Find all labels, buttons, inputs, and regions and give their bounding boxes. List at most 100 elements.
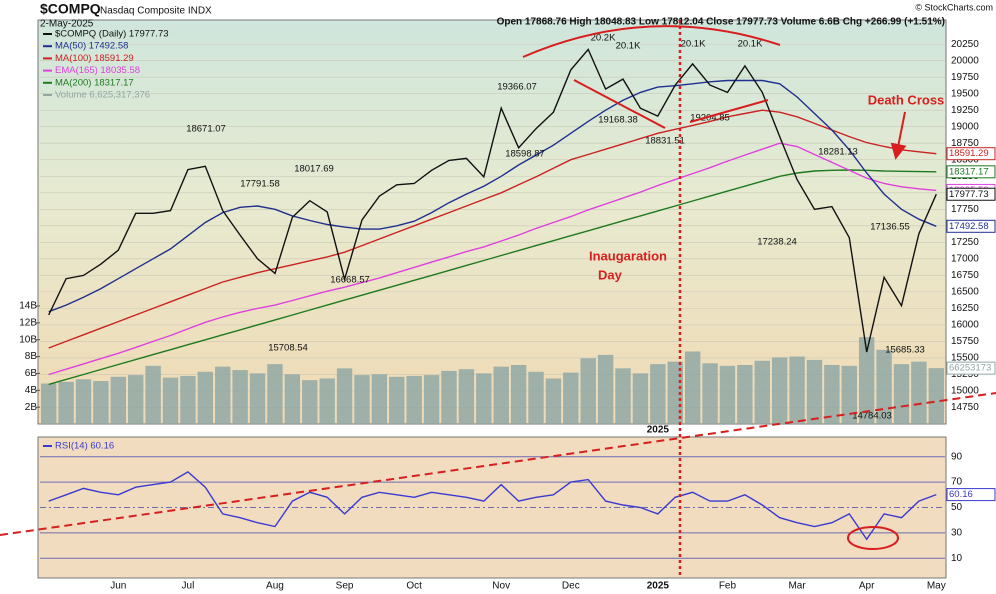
price-note: 19366.07: [497, 82, 537, 93]
volume-bar: [493, 366, 509, 424]
y2-tick-label: 2B: [25, 402, 38, 413]
volume-bar: [476, 373, 492, 424]
volume-bar: [406, 375, 422, 424]
legend-label: Volume 6,625,317,376: [55, 90, 150, 101]
volume-bar: [684, 351, 701, 424]
value-tag-box: [946, 219, 996, 233]
price-note: 20.1K: [616, 41, 641, 52]
value-tag-box: [946, 361, 996, 375]
legend-label: $COMPQ (Daily) 17977.73: [55, 29, 169, 40]
top-arc: [522, 25, 781, 58]
volume-bar: [580, 358, 596, 424]
series-line: [48, 471, 937, 541]
y-tick-label: 18750: [951, 138, 979, 149]
volume-bar: [528, 371, 544, 424]
volume-bar: [702, 363, 718, 424]
x-tick-label: Nov: [492, 581, 510, 592]
x-tick-label: Dec: [562, 581, 580, 592]
y-tick-label: 50: [951, 502, 963, 513]
y2-tick-label: 4B: [25, 385, 38, 396]
volume-bar: [719, 365, 736, 424]
volume-bar: [302, 380, 318, 424]
price-note: 18017.69: [294, 164, 334, 175]
y-tick-label: 30: [951, 528, 963, 539]
x-tick-label: Sep: [336, 581, 354, 592]
legend-label: EMA(165) 18035.58: [55, 65, 140, 76]
y-tick-label: 16000: [951, 320, 979, 331]
y2-tick-label: 10B: [19, 334, 37, 345]
y2-tick-label: 8B: [25, 351, 38, 362]
volume-bar: [58, 381, 74, 424]
y-tick-label: 19500: [951, 88, 979, 99]
trendline: [0, 392, 996, 536]
x-tick-label: Oct: [406, 581, 422, 592]
price-note: 18281.13: [818, 147, 858, 158]
volume-bar: [284, 374, 301, 424]
x-tick-label: Jul: [182, 581, 195, 592]
y-tick-label: 20250: [951, 39, 979, 50]
value-tag-box: [946, 165, 996, 179]
y-tick-label: 70: [951, 477, 963, 488]
death-cross-arrow: [890, 111, 907, 160]
series-line: [48, 109, 937, 349]
legend-label: RSI(14) 60.16: [55, 441, 114, 452]
legend-label: MA(100) 18591.29: [55, 53, 134, 64]
y-tick-label: 15000: [951, 386, 979, 397]
y2-tick-label: 12B: [19, 317, 37, 328]
series-line: [48, 142, 937, 376]
volume-bar: [545, 378, 562, 424]
price-note: 18671.07: [186, 124, 226, 135]
volume-bar: [354, 375, 370, 424]
series-line: [48, 169, 937, 386]
price-note: 14784.03: [852, 411, 892, 422]
volume-bar: [911, 361, 927, 424]
volume-bar: [667, 361, 683, 424]
value-tag-box: [946, 187, 996, 201]
volume-bar: [215, 366, 231, 424]
volume-bar: [824, 364, 840, 424]
volume-bar: [75, 379, 92, 424]
volume-bar: [893, 364, 910, 424]
y-tick-label: 10: [951, 553, 963, 564]
y-tick-label: 19000: [951, 121, 979, 132]
series-line: [48, 48, 937, 353]
volume-bar: [632, 373, 649, 424]
x-tick-label: Jun: [110, 581, 126, 592]
volume-bar: [858, 337, 875, 424]
volume-bar: [371, 374, 388, 424]
volume-bar: [754, 360, 770, 424]
credit: © StockCharts.com: [915, 2, 993, 12]
neckline-left: [573, 79, 666, 129]
price-note: 19168.38: [598, 115, 638, 126]
volume-bar: [162, 377, 179, 424]
volume-bar: [806, 359, 823, 424]
volume-bar: [128, 375, 144, 424]
volume-bar: [336, 368, 353, 424]
annotation-shapes: [0, 20, 996, 578]
quote: Open 17868.76 High 18048.83 Low 17812.04…: [497, 17, 945, 28]
price-note: 15685.33: [885, 345, 925, 356]
volume-bar: [267, 364, 283, 424]
x-tick-label: Mar: [788, 581, 806, 592]
legend-label: MA(50) 17492.58: [55, 41, 128, 52]
x-tick-label: Feb: [719, 581, 737, 592]
price-note: 20.2K: [591, 33, 616, 44]
volume-bar: [197, 371, 214, 424]
y-tick-label: 17750: [951, 204, 979, 215]
volume-bar: [928, 368, 944, 424]
value-tag: 18317.17: [949, 166, 989, 177]
price-note: 16668.57: [330, 275, 370, 286]
volume-bar: [876, 349, 892, 424]
volume-bar: [423, 375, 440, 424]
legend-label: MA(200) 18317.17: [55, 77, 134, 88]
x-tick-label: 2025: [647, 425, 670, 436]
y-tick-label: 17250: [951, 237, 979, 248]
y-tick-label: 15500: [951, 353, 979, 364]
volume-bar: [389, 376, 405, 424]
volume-bar: [249, 373, 266, 424]
price-note: 18598.87: [505, 149, 545, 160]
plots: 1475015000152501550015750160001625016500…: [19, 29, 996, 592]
volume-bar: [510, 364, 527, 424]
callout: Day: [598, 267, 623, 282]
